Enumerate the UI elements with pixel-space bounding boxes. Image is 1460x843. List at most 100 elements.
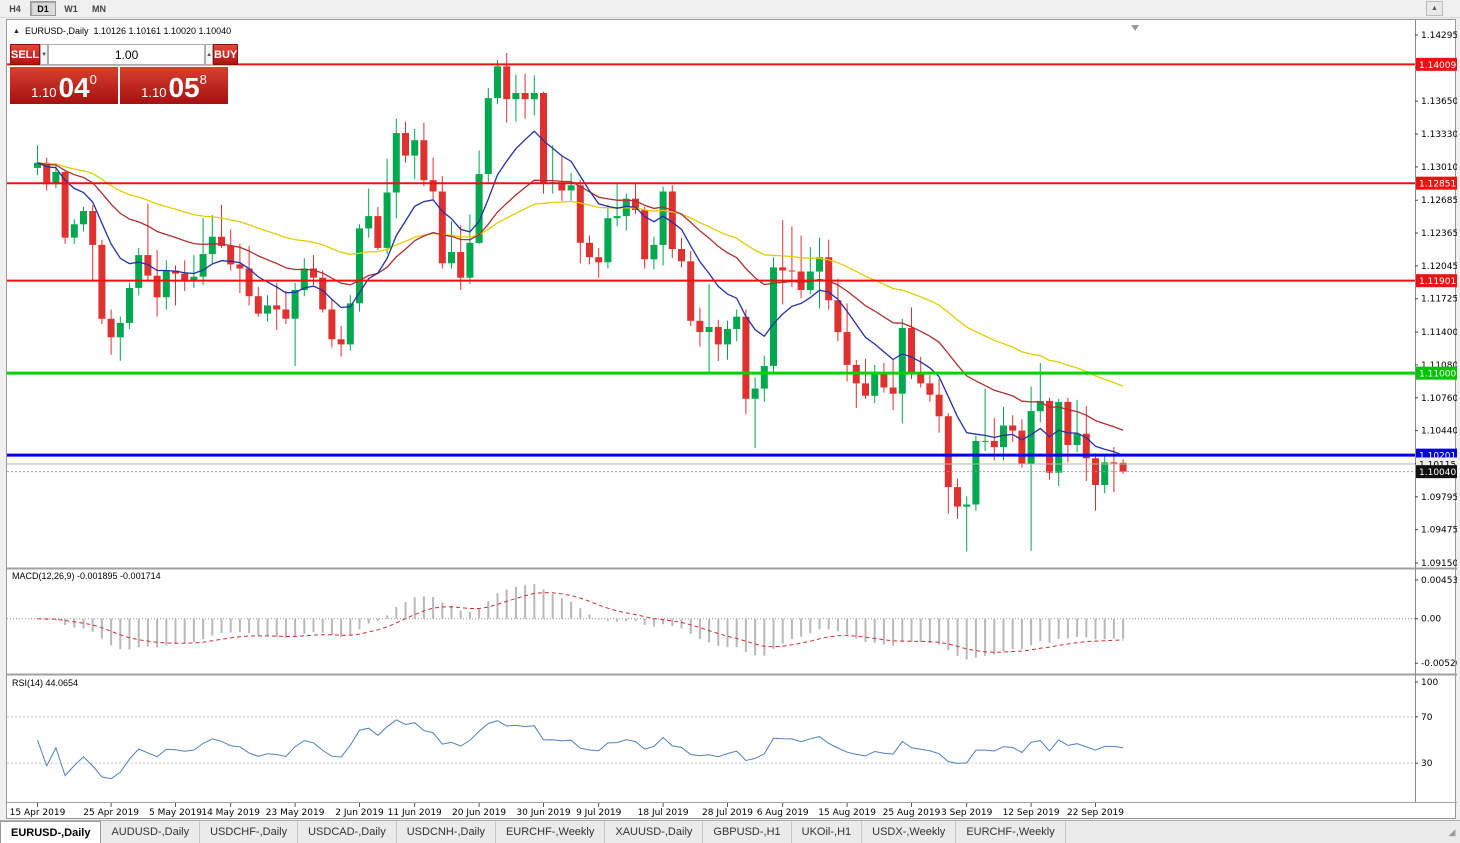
- svg-text:23 May 2019: 23 May 2019: [266, 808, 325, 818]
- sell-button[interactable]: SELL: [10, 44, 41, 65]
- bid-price-tag: 1.10040: [1419, 468, 1456, 478]
- svg-text:9 Jul 2019: 9 Jul 2019: [576, 808, 621, 818]
- sell-price-box[interactable]: 1.10 04 0: [10, 67, 118, 104]
- tab-bar: EURUSD-,Daily AUDUSD-,Daily USDCHF-,Daily U…: [0, 820, 1460, 843]
- chart-tab-AUDUSD-,Daily[interactable]: AUDUSD-,Daily: [101, 821, 201, 843]
- svg-text:100: 100: [1421, 678, 1438, 688]
- svg-text:15 Aug 2019: 15 Aug 2019: [818, 808, 876, 818]
- buy-price-pips: 05: [168, 72, 200, 103]
- chart-tab-USDCHF-,Daily[interactable]: USDCHF-,Daily: [200, 821, 299, 843]
- timeframe-toolbar: H4 D1 W1 MN ▲: [0, 0, 1460, 18]
- volume-up-button[interactable]: ▲: [205, 44, 214, 65]
- macd-signal-line: [37, 592, 1124, 653]
- ma-10-line[interactable]: [37, 130, 1124, 456]
- svg-text:1.11901: 1.11901: [1419, 277, 1456, 287]
- trade-controls-row: SELL ▼ ▲ BUY: [10, 44, 239, 65]
- candles[interactable]: [34, 53, 1127, 552]
- svg-text:1.12365: 1.12365: [1421, 229, 1457, 239]
- ma-25-line[interactable]: [37, 162, 1124, 431]
- svg-text:1.14009: 1.14009: [1419, 61, 1456, 71]
- svg-text:14 May 2019: 14 May 2019: [201, 808, 260, 818]
- scroll-up-button[interactable]: ▲: [1426, 1, 1443, 16]
- timeframe-button-d1[interactable]: D1: [30, 1, 56, 16]
- chart-shift-marker[interactable]: [1131, 25, 1140, 31]
- svg-text:1.14295: 1.14295: [1421, 31, 1457, 41]
- dropdown-icon: ▼: [41, 51, 48, 58]
- svg-text:1.10440: 1.10440: [1421, 427, 1457, 437]
- timeframe-button-h4[interactable]: H4: [9, 3, 21, 14]
- sell-price-base: 1.10: [31, 85, 57, 100]
- buy-price-point: 8: [199, 72, 207, 87]
- price-axis[interactable]: 1.142951.139801.136501.133301.130101.126…: [1415, 31, 1457, 569]
- macd-histogram: [45, 583, 1125, 660]
- chart-tab-XAUUSD-,Daily[interactable]: XAUUSD-,Daily: [605, 821, 704, 843]
- chart-tab-USDX-,Weekly[interactable]: USDX-,Weekly: [862, 821, 957, 843]
- chart-tab-EURCHF-,Weekly[interactable]: EURCHF-,Weekly: [496, 821, 606, 843]
- svg-text:3 Sep 2019: 3 Sep 2019: [941, 808, 993, 818]
- svg-text:1.13010: 1.13010: [1421, 163, 1457, 173]
- date-axis[interactable]: 15 Apr 2019 25 Apr 2019 5 May 2019 14 May 2…: [10, 803, 1125, 818]
- svg-text:1.13650: 1.13650: [1421, 97, 1457, 107]
- scroll-up-icon: ▲: [1431, 5, 1438, 12]
- price-chart-svg[interactable]: 1.142951.139801.136501.133301.130101.126…: [7, 20, 1457, 820]
- chart-tab-EURUSD-,Daily[interactable]: EURUSD-,Daily: [0, 821, 102, 843]
- svg-text:30: 30: [1421, 759, 1433, 769]
- volume-dropdown-button[interactable]: ▼: [40, 44, 49, 65]
- ma-50-line[interactable]: [37, 162, 1124, 387]
- chart-title: ▲ EURUSD-,Daily 1.10126 1.10161 1.10020 …: [13, 26, 231, 36]
- svg-text:0.00: 0.00: [1421, 615, 1441, 625]
- svg-text:2 Jun 2019: 2 Jun 2019: [335, 808, 384, 818]
- chart-tab-USDCAD-,Daily[interactable]: USDCAD-,Daily: [298, 821, 397, 843]
- svg-text:1.10760: 1.10760: [1421, 394, 1457, 404]
- chart-tab-EURCHF-,Weekly[interactable]: EURCHF-,Weekly: [956, 821, 1066, 843]
- svg-text:1.12851: 1.12851: [1419, 180, 1456, 190]
- svg-text:1.12045: 1.12045: [1421, 262, 1457, 272]
- rsi-line: [37, 719, 1124, 780]
- svg-text:6 Aug 2019: 6 Aug 2019: [757, 808, 809, 818]
- timeframe-button-w1[interactable]: W1: [64, 3, 78, 14]
- chart-tab-USDCNH-,Daily[interactable]: USDCNH-,Daily: [397, 821, 496, 843]
- svg-text:1.13330: 1.13330: [1421, 130, 1457, 140]
- chart-window: 1.142951.139801.136501.133301.130101.126…: [6, 19, 1457, 820]
- svg-text:18 Jul 2019: 18 Jul 2019: [638, 808, 689, 818]
- svg-text:20 Jun 2019: 20 Jun 2019: [452, 808, 506, 818]
- svg-text:-0.005205: -0.005205: [1421, 659, 1457, 669]
- svg-text:15 Apr 2019: 15 Apr 2019: [10, 808, 66, 818]
- resize-grip[interactable]: ◢: [1444, 821, 1460, 843]
- tab-bar-filler: [1066, 821, 1444, 843]
- svg-text:25 Aug 2019: 25 Aug 2019: [883, 808, 941, 818]
- trade-prices-row: 1.10 04 0 1.10 05 8: [10, 67, 228, 104]
- svg-text:12 Sep 2019: 12 Sep 2019: [1003, 808, 1060, 818]
- svg-text:22 Sep 2019: 22 Sep 2019: [1067, 808, 1124, 818]
- macd-indicator-label: MACD(12,26,9) -0.001895 -0.001714: [12, 571, 161, 581]
- svg-text:70: 70: [1421, 713, 1433, 723]
- sell-price-pips: 04: [58, 72, 90, 103]
- volume-input[interactable]: [48, 44, 206, 65]
- resize-grip-icon: ◢: [1448, 826, 1456, 837]
- spinner-up-icon: ▲: [206, 51, 213, 58]
- chart-tab-GBPUSD-,H1[interactable]: GBPUSD-,H1: [703, 821, 792, 843]
- svg-text:1.11080: 1.11080: [1421, 361, 1457, 371]
- chart-tab-UKOil-,H1[interactable]: UKOil-,H1: [792, 821, 863, 843]
- svg-text:5 May 2019: 5 May 2019: [149, 808, 202, 818]
- svg-text:1.09150: 1.09150: [1421, 559, 1457, 569]
- chart-title-symbol: EURUSD-,Daily: [24, 26, 89, 36]
- rsi-indicator-label: RSI(14) 44.0654: [12, 678, 79, 688]
- one-click-trading-panel: SELL ▼ ▲ BUY 1.10 04 0 1.10 05: [10, 44, 239, 104]
- buy-price-box[interactable]: 1.10 05 8: [120, 67, 228, 104]
- chart-title-ohlc: 1.10126 1.10161 1.10020 1.10040: [93, 26, 232, 36]
- svg-text:1.09475: 1.09475: [1421, 526, 1457, 536]
- timeframe-button-mn[interactable]: MN: [92, 3, 106, 14]
- svg-text:1.11000: 1.11000: [1419, 370, 1456, 380]
- svg-text:1.11725: 1.11725: [1421, 295, 1457, 305]
- svg-text:30 Jun 2019: 30 Jun 2019: [516, 808, 570, 818]
- svg-text:1.09795: 1.09795: [1421, 493, 1457, 503]
- svg-text:1.12685: 1.12685: [1421, 196, 1457, 206]
- buy-price-base: 1.10: [141, 85, 167, 100]
- svg-text:25 Apr 2019: 25 Apr 2019: [83, 808, 139, 818]
- svg-text:0.004536: 0.004536: [1421, 576, 1457, 586]
- svg-text:28 Jul 2019: 28 Jul 2019: [702, 808, 753, 818]
- buy-button[interactable]: BUY: [213, 44, 239, 65]
- svg-text:1.10201: 1.10201: [1419, 452, 1456, 462]
